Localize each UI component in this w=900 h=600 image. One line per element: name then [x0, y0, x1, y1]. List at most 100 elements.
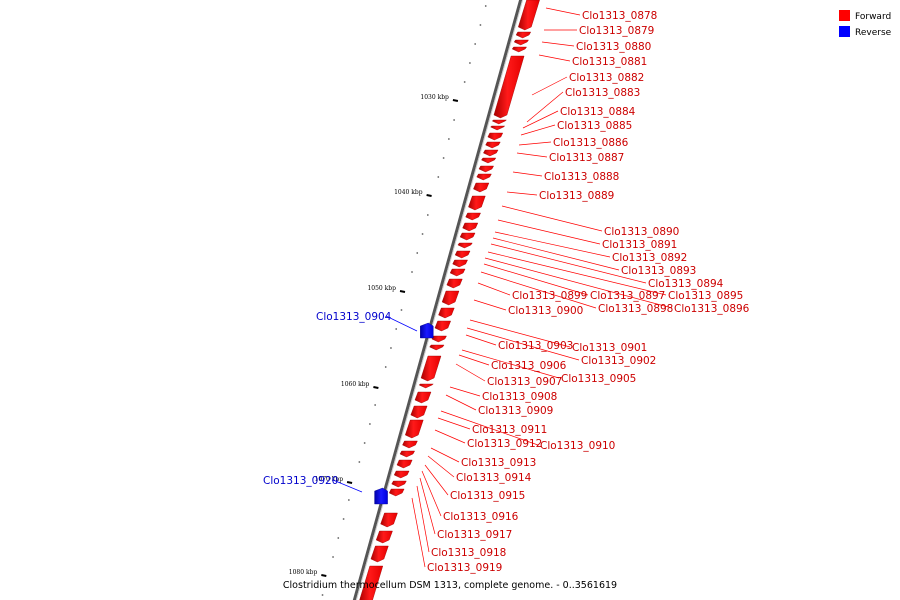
forward-gene-block[interactable]: [476, 173, 492, 181]
forward-gene-block[interactable]: [414, 391, 432, 404]
gene-label[interactable]: Clo1313_0890: [604, 226, 679, 238]
gene-label[interactable]: Clo1313_0898: [598, 303, 673, 315]
tick-label: 1030 kbp: [420, 94, 449, 101]
forward-gene-block[interactable]: [511, 46, 527, 53]
gene-label[interactable]: Clo1313_0893: [621, 265, 696, 277]
leader-line: [461, 349, 560, 379]
forward-gene-block[interactable]: [462, 222, 479, 232]
gene-label[interactable]: Clo1313_0902: [581, 355, 656, 367]
forward-gene-block[interactable]: [449, 268, 466, 277]
gene-label[interactable]: Clo1313_0907: [487, 376, 562, 388]
forward-gene-block[interactable]: [370, 545, 389, 563]
gene-label[interactable]: Clo1313_0881: [572, 56, 647, 68]
forward-gene-block[interactable]: [441, 290, 460, 306]
reverse-gene-block[interactable]: [374, 487, 388, 505]
leader-line: [421, 470, 442, 517]
forward-gene-block[interactable]: [359, 565, 384, 600]
reverse-gene-block[interactable]: [420, 322, 434, 339]
gene-label[interactable]: Clo1313_0913: [461, 457, 536, 469]
forward-gene-block[interactable]: [438, 307, 455, 319]
gene-label[interactable]: Clo1313_0887: [549, 152, 624, 164]
forward-gene-block[interactable]: [485, 141, 501, 149]
forward-gene-block[interactable]: [459, 232, 476, 241]
gene-label[interactable]: Clo1313_0900: [508, 305, 583, 317]
forward-gene-block[interactable]: [515, 31, 532, 39]
gene-label[interactable]: Clo1313_0904: [316, 311, 392, 323]
gene-label[interactable]: Clo1313_0903: [498, 340, 573, 352]
gene-label[interactable]: Clo1313_0909: [478, 405, 553, 417]
gene-label[interactable]: Clo1313_0915: [450, 490, 525, 502]
forward-gene-block[interactable]: [402, 440, 418, 449]
gene-label[interactable]: Clo1313_0894: [648, 278, 724, 290]
gene-label[interactable]: Clo1313_0885: [557, 120, 632, 132]
forward-gene-block[interactable]: [418, 383, 434, 389]
forward-gene-block[interactable]: [493, 55, 525, 119]
gene-label[interactable]: Clo1313_0896: [674, 303, 750, 315]
forward-gene-block[interactable]: [410, 405, 428, 419]
gene-label[interactable]: Clo1313_0908: [482, 391, 557, 403]
leader-line: [430, 447, 460, 463]
gene-label[interactable]: Clo1313_0905: [561, 373, 636, 385]
gene-label[interactable]: Clo1313_0897: [590, 290, 665, 302]
gene-label[interactable]: Clo1313_0886: [553, 137, 629, 149]
tick-label: 1050 kbp: [367, 285, 396, 292]
gene-label[interactable]: Clo1313_0891: [602, 239, 677, 251]
gene-label[interactable]: Clo1313_0899: [512, 290, 587, 302]
forward-gene-block[interactable]: [399, 450, 416, 458]
gene-label[interactable]: Clo1313_0882: [569, 72, 644, 84]
gene-label[interactable]: Clo1313_0917: [437, 529, 512, 541]
gene-label[interactable]: Clo1313_0901: [572, 342, 647, 354]
leader-line: [385, 315, 418, 332]
gene-label[interactable]: Clo1313_0892: [612, 252, 687, 264]
gene-label[interactable]: Clo1313_0919: [427, 562, 502, 574]
forward-gene-block[interactable]: [375, 530, 393, 544]
forward-gene-block[interactable]: [518, 0, 540, 31]
forward-gene-block[interactable]: [380, 512, 398, 528]
forward-gene-block[interactable]: [457, 242, 473, 249]
forward-gene-block[interactable]: [393, 470, 410, 479]
tick-label: 1040 kbp: [394, 189, 423, 196]
forward-gene-block[interactable]: [452, 259, 468, 268]
forward-gene-block[interactable]: [513, 39, 529, 46]
leader-line: [445, 394, 477, 411]
forward-gene-block[interactable]: [481, 157, 497, 164]
gene-label[interactable]: Clo1313_0880: [576, 41, 651, 53]
forward-gene-block[interactable]: [429, 344, 445, 351]
tick-major: [426, 194, 432, 197]
gene-label[interactable]: Clo1313_0912: [467, 438, 542, 450]
forward-gene-block[interactable]: [420, 355, 442, 382]
gene-label[interactable]: Clo1313_0914: [456, 472, 532, 484]
gene-label[interactable]: Clo1313_0884: [560, 106, 636, 118]
forward-gene-block[interactable]: [483, 149, 499, 157]
forward-gene-block[interactable]: [388, 488, 405, 497]
gene-label[interactable]: Clo1313_0906: [491, 360, 567, 372]
gene-label[interactable]: Clo1313_0888: [544, 171, 619, 183]
gene-label[interactable]: Clo1313_0916: [443, 511, 519, 523]
gene-label[interactable]: Clo1313_0920: [263, 475, 338, 487]
gene-label[interactable]: Clo1313_0883: [565, 87, 640, 99]
gene-label[interactable]: Clo1313_0911: [472, 424, 547, 436]
gene-label[interactable]: Clo1313_0889: [539, 190, 614, 202]
gene-label[interactable]: Clo1313_0918: [431, 547, 506, 559]
forward-gene-block[interactable]: [446, 278, 463, 289]
forward-gene-block[interactable]: [431, 335, 447, 343]
forward-gene-block[interactable]: [405, 419, 424, 439]
forward-gene-block[interactable]: [490, 125, 506, 131]
gene-label[interactable]: Clo1313_0878: [582, 10, 657, 22]
forward-gene-block[interactable]: [454, 250, 471, 259]
forward-gene-block[interactable]: [468, 195, 486, 211]
gene-label[interactable]: Clo1313_0895: [668, 290, 743, 302]
forward-gene-block[interactable]: [491, 119, 507, 125]
gene-label[interactable]: Clo1313_0879: [579, 25, 654, 37]
legend-reverse-swatch: [839, 26, 850, 37]
forward-gene-block[interactable]: [473, 182, 490, 193]
map-caption: Clostridium thermocellum DSM 1313, compl…: [283, 580, 617, 591]
forward-gene-block[interactable]: [478, 165, 494, 173]
forward-gene-block[interactable]: [391, 480, 407, 488]
forward-gene-block[interactable]: [396, 459, 413, 469]
forward-gene-block[interactable]: [465, 212, 481, 221]
leader-line: [437, 417, 471, 430]
forward-gene-block[interactable]: [434, 320, 451, 332]
forward-gene-block[interactable]: [487, 132, 504, 141]
gene-label[interactable]: Clo1313_0910: [540, 440, 615, 452]
